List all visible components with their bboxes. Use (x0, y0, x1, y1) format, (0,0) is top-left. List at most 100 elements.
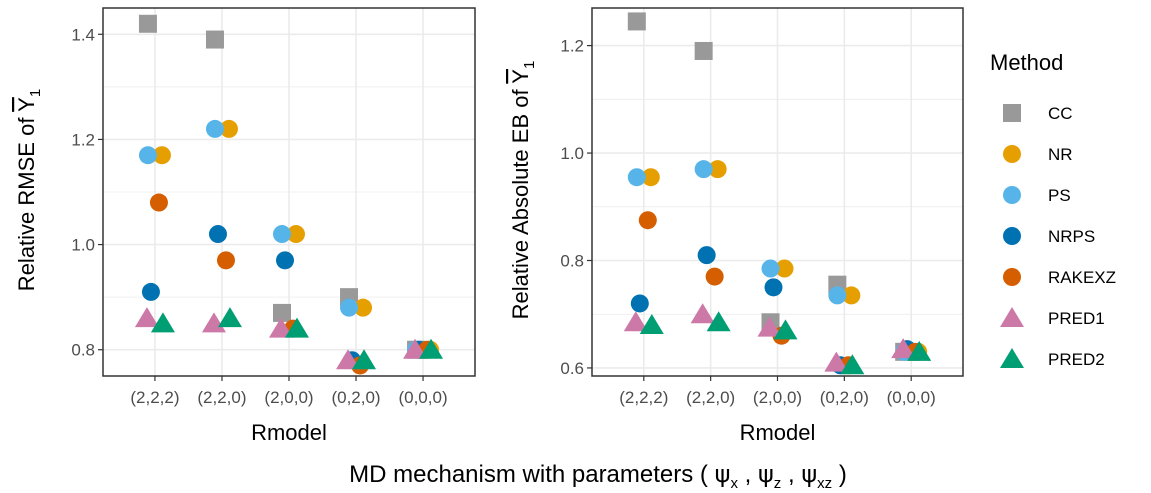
legend-label: NRPS (1048, 227, 1095, 246)
x-tick-label: (2,2,2) (619, 388, 668, 407)
point-nrps (141, 282, 160, 301)
x-tick-label: (2,2,0) (197, 388, 246, 407)
point-pred2 (150, 312, 175, 333)
legend-key-nrps (1003, 227, 1021, 245)
point-pred1 (201, 312, 226, 333)
point-cc (273, 303, 291, 322)
legend-item-rakexz: RAKEXZ (1003, 268, 1116, 287)
point-ps (205, 119, 224, 138)
legend-item-ps: PS (1003, 186, 1071, 205)
point-nrps (697, 246, 716, 265)
point-pred2 (706, 311, 731, 332)
point-nrps (276, 251, 294, 270)
point-pred2 (773, 319, 798, 340)
legend-key-pred2 (1000, 348, 1024, 368)
caption-suffix: ) (832, 461, 847, 488)
y-tick-label: 0.8 (71, 341, 95, 360)
legend-key-ps (1003, 186, 1021, 204)
y-tick-label: 1.0 (560, 144, 584, 163)
legend-item-cc: CC (1003, 104, 1073, 123)
caption-sub-z: z (774, 475, 782, 492)
point-pred1 (403, 338, 428, 359)
point-nrps (208, 225, 227, 244)
legend-item-nr: NR (1003, 145, 1073, 164)
y-tick-label: 0.8 (560, 251, 584, 270)
y-tick-label: 0.6 (560, 359, 584, 378)
point-pred1 (134, 307, 159, 328)
legend-key-nr (1003, 145, 1021, 163)
y-tick-label: 1.2 (560, 37, 584, 56)
y-axis-title: Relative Absolute EB of Y1 (508, 61, 538, 320)
point-rakexz (638, 211, 657, 230)
panel-2: 0.6 0.8 1.0 1.2 (2,2,2) (2,2,0) (2,0,0) (0,2,0)… (508, 7, 964, 445)
point-cc (694, 41, 713, 60)
x-tick-label: (0,0,0) (398, 388, 447, 407)
point-ps (694, 160, 713, 179)
x-tick-label: (2,2,0) (686, 388, 735, 407)
legend-key-cc (1003, 104, 1021, 122)
point-nr (775, 259, 794, 278)
point-nrps (630, 294, 649, 313)
point-nr (842, 286, 861, 305)
point-nr (708, 160, 727, 179)
x-tick-label: (0,0,0) (887, 388, 936, 407)
point-cc (205, 30, 224, 49)
point-pred2 (217, 307, 242, 328)
panel-1: 0.8 1.0 1.2 1.4 (2,2,2) (2,2,0) (2,0,0) (0,2,0)… (14, 7, 476, 445)
point-pred2 (840, 354, 865, 375)
x-tick-label: (0,2,0) (820, 388, 869, 407)
point-pred1 (269, 317, 293, 338)
legend-label: PRED1 (1048, 309, 1105, 328)
legend-item-nrps: NRPS (1003, 227, 1095, 246)
point-pred2 (352, 349, 377, 370)
point-pred1 (690, 303, 715, 324)
panel-border (102, 7, 476, 377)
point-nr (641, 168, 660, 187)
caption-psi-1: ψ (715, 460, 731, 488)
panel-border (591, 7, 964, 377)
point-pred2 (907, 340, 932, 361)
point-ps (340, 298, 359, 317)
caption-sub-x: x (730, 475, 738, 492)
point-ps (761, 259, 780, 278)
point-pred1 (757, 316, 782, 337)
legend-label: NR (1048, 145, 1073, 164)
point-rakexz (705, 267, 724, 286)
legend-label: PRED2 (1048, 350, 1105, 369)
point-pred2 (419, 338, 444, 359)
legend-key-rakexz (1003, 268, 1021, 286)
y-tick-label: 1.4 (71, 25, 95, 44)
point-nr (219, 119, 238, 138)
x-tick-label: (2,0,0) (753, 388, 802, 407)
legend-item-pred2: PRED2 (1000, 348, 1105, 369)
x-tick-label: (2,2,2) (130, 388, 179, 407)
caption-sub-xz: xz (817, 475, 832, 492)
point-nr (354, 298, 373, 317)
legend-label: RAKEXZ (1048, 268, 1116, 287)
point-pred2 (639, 313, 664, 334)
point-ps (828, 286, 847, 305)
x-tick-label: (0,2,0) (331, 388, 380, 407)
caption-sep-1: , (738, 461, 758, 488)
point-pred2 (285, 317, 309, 338)
x-axis-title: Rmodel (740, 420, 816, 445)
legend-label: PS (1048, 186, 1071, 205)
y-tick-label: 1.2 (71, 130, 95, 149)
point-ps (273, 225, 291, 244)
point-rakexz (216, 251, 235, 270)
point-cc (627, 12, 646, 31)
point-pred1 (623, 311, 648, 332)
point-cc (138, 14, 157, 33)
point-rakexz (149, 193, 168, 212)
legend-item-pred1: PRED1 (1000, 307, 1105, 328)
point-pred1 (336, 349, 361, 370)
caption-sep-2: , (781, 461, 801, 488)
figure-caption: MD mechanism with parameters ( ψx , ψz ,… (349, 460, 847, 492)
point-pred1 (824, 351, 849, 372)
caption-psi-3: ψ (801, 460, 817, 488)
y-axis-title: Relative RMSE of Y1 (14, 89, 44, 291)
legend-title: Method (990, 50, 1063, 75)
point-ps (627, 168, 646, 187)
